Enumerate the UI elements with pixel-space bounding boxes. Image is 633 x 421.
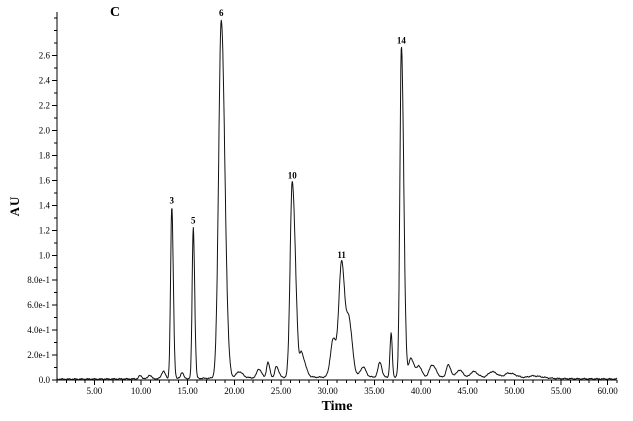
- y-tick-label: 4.0e-1: [27, 325, 50, 335]
- peak-label-11: 11: [337, 250, 346, 260]
- y-tick-label: 8.0e-1: [27, 275, 50, 285]
- x-tick-label: 10.00: [131, 386, 152, 396]
- y-tick-label: 1.4: [39, 200, 51, 210]
- x-tick-label: 30.00: [318, 386, 339, 396]
- peak-label-10: 10: [288, 170, 298, 180]
- peak-label-5: 5: [191, 215, 196, 225]
- x-tick-label: 45.00: [458, 386, 479, 396]
- y-tick-label: 2.0: [39, 126, 51, 136]
- y-tick-label: 2.0e-1: [27, 350, 50, 360]
- x-tick-label: 35.00: [364, 386, 385, 396]
- panel-label: C: [110, 5, 121, 20]
- x-tick-label: 60.00: [598, 386, 619, 396]
- x-tick-label: 40.00: [411, 386, 432, 396]
- x-tick-label: 15.00: [178, 386, 199, 396]
- y-tick-label: 6.0e-1: [27, 300, 50, 310]
- y-tick-label: 0.0: [39, 375, 51, 385]
- x-tick-label: 50.00: [504, 386, 525, 396]
- x-axis-title: Time: [321, 399, 353, 414]
- x-tick-label: 55.00: [551, 386, 572, 396]
- x-tick-label: 25.00: [271, 386, 292, 396]
- y-tick-label: 1.0: [39, 250, 51, 260]
- y-tick-label: 1.2: [39, 225, 50, 235]
- x-tick-label: 20.00: [224, 386, 245, 396]
- y-tick-label: 2.2: [39, 101, 50, 111]
- peak-label-6: 6: [219, 8, 224, 18]
- y-tick-label: 1.8: [39, 150, 51, 160]
- peak-label-3: 3: [170, 195, 175, 205]
- x-tick-label: 5.00: [86, 386, 102, 396]
- y-tick-label: 2.6: [39, 51, 51, 61]
- chromatogram-trace: [56, 19, 618, 381]
- peak-label-14: 14: [397, 36, 407, 46]
- y-tick-label: 2.4: [39, 76, 51, 86]
- y-axis-title: AU: [7, 195, 22, 217]
- y-tick-label: 1.6: [39, 175, 51, 185]
